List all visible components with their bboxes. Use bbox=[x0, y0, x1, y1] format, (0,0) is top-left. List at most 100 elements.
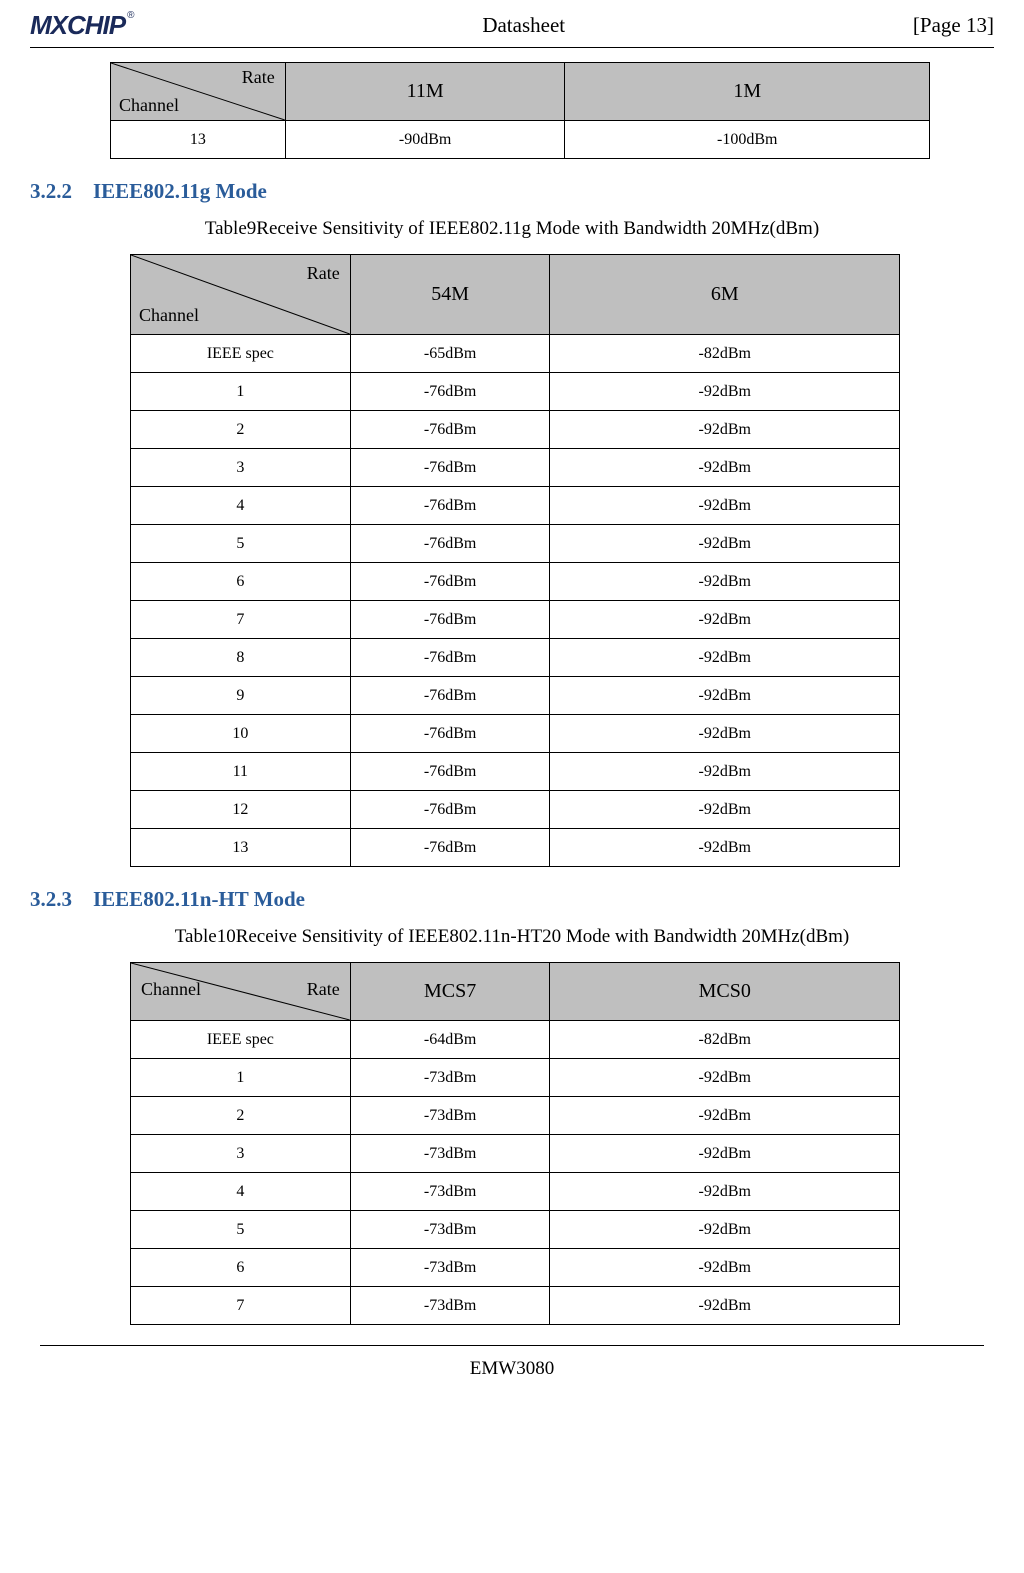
cell-value: -100dBm bbox=[565, 121, 930, 159]
page-header: MXCHIP ® Datasheet [Page 13] bbox=[30, 10, 994, 48]
cell-channel: 13 bbox=[111, 121, 286, 159]
cell-value: -92dBm bbox=[550, 1097, 900, 1135]
cell-value: -92dBm bbox=[550, 1287, 900, 1325]
table-11g-sensitivity: Rate Channel 54M 6M IEEE spec-65dBm-82dB… bbox=[130, 254, 900, 867]
table-row: 2-73dBm-92dBm bbox=[131, 1097, 900, 1135]
table-caption: Table10Receive Sensitivity of IEEE802.11… bbox=[90, 926, 934, 948]
table-diag-header: Channel Rate bbox=[131, 963, 351, 1021]
table-row: 5-76dBm-92dBm bbox=[131, 525, 900, 563]
cell-channel: 10 bbox=[131, 715, 351, 753]
cell-value: -92dBm bbox=[550, 829, 900, 867]
cell-value: -76dBm bbox=[350, 791, 550, 829]
table-row: 13-76dBm-92dBm bbox=[131, 829, 900, 867]
cell-value: -76dBm bbox=[350, 449, 550, 487]
cell-value: -76dBm bbox=[350, 829, 550, 867]
cell-value: -92dBm bbox=[550, 639, 900, 677]
diag-label-rate: Rate bbox=[242, 67, 275, 88]
col-header: 11M bbox=[285, 63, 565, 121]
cell-value: -92dBm bbox=[550, 449, 900, 487]
cell-value: -90dBm bbox=[285, 121, 565, 159]
table-row: 6-73dBm-92dBm bbox=[131, 1249, 900, 1287]
cell-channel: 2 bbox=[131, 411, 351, 449]
table-row: 5-73dBm-92dBm bbox=[131, 1211, 900, 1249]
cell-channel: 7 bbox=[131, 601, 351, 639]
cell-value: -92dBm bbox=[550, 373, 900, 411]
cell-value: -92dBm bbox=[550, 1249, 900, 1287]
table-row: 11-76dBm-92dBm bbox=[131, 753, 900, 791]
table-row: 4-76dBm-92dBm bbox=[131, 487, 900, 525]
table-row: IEEE spec-65dBm-82dBm bbox=[131, 335, 900, 373]
table-11b-sensitivity: Rate Channel 11M 1M 13-90dBm-100dBm bbox=[110, 62, 930, 159]
cell-channel: 3 bbox=[131, 1135, 351, 1173]
cell-value: -73dBm bbox=[350, 1135, 550, 1173]
logo: MXCHIP ® bbox=[30, 10, 135, 41]
cell-value: -92dBm bbox=[550, 1173, 900, 1211]
cell-value: -76dBm bbox=[350, 677, 550, 715]
cell-value: -92dBm bbox=[550, 715, 900, 753]
cell-value: -92dBm bbox=[550, 563, 900, 601]
table-row: 4-73dBm-92dBm bbox=[131, 1173, 900, 1211]
cell-channel: IEEE spec bbox=[131, 335, 351, 373]
table-row: 6-76dBm-92dBm bbox=[131, 563, 900, 601]
section-heading-11g: 3.2.2 IEEE802.11g Mode bbox=[30, 179, 934, 204]
col-header: 6M bbox=[550, 255, 900, 335]
cell-value: -92dBm bbox=[550, 753, 900, 791]
cell-value: -76dBm bbox=[350, 753, 550, 791]
logo-text: MXCHIP bbox=[30, 10, 125, 41]
table-row: 9-76dBm-92dBm bbox=[131, 677, 900, 715]
table-diag-header: Rate Channel bbox=[111, 63, 286, 121]
table-row: 8-76dBm-92dBm bbox=[131, 639, 900, 677]
table-row: 12-76dBm-92dBm bbox=[131, 791, 900, 829]
footer-product: EMW3080 bbox=[30, 1346, 994, 1380]
cell-value: -64dBm bbox=[350, 1021, 550, 1059]
cell-channel: 4 bbox=[131, 487, 351, 525]
table-row: 10-76dBm-92dBm bbox=[131, 715, 900, 753]
diag-label-rate: Rate bbox=[307, 263, 340, 284]
cell-channel: 6 bbox=[131, 1249, 351, 1287]
cell-channel: 8 bbox=[131, 639, 351, 677]
cell-value: -92dBm bbox=[550, 525, 900, 563]
cell-value: -76dBm bbox=[350, 525, 550, 563]
cell-value: -92dBm bbox=[550, 677, 900, 715]
cell-value: -76dBm bbox=[350, 487, 550, 525]
table-row: 1-76dBm-92dBm bbox=[131, 373, 900, 411]
cell-value: -73dBm bbox=[350, 1097, 550, 1135]
table-row: 3-76dBm-92dBm bbox=[131, 449, 900, 487]
table-11n-sensitivity: Channel Rate MCS7 MCS0 IEEE spec-64dBm-8… bbox=[130, 962, 900, 1325]
cell-channel: 13 bbox=[131, 829, 351, 867]
cell-channel: 5 bbox=[131, 1211, 351, 1249]
table-row: 2-76dBm-92dBm bbox=[131, 411, 900, 449]
diag-label-rate: Rate bbox=[307, 979, 340, 1000]
cell-channel: 9 bbox=[131, 677, 351, 715]
table-row: 3-73dBm-92dBm bbox=[131, 1135, 900, 1173]
cell-channel: 5 bbox=[131, 525, 351, 563]
logo-reg-icon: ® bbox=[127, 10, 134, 21]
cell-value: -76dBm bbox=[350, 601, 550, 639]
table-caption: Table9Receive Sensitivity of IEEE802.11g… bbox=[90, 218, 934, 240]
cell-value: -76dBm bbox=[350, 373, 550, 411]
table-row: 13-90dBm-100dBm bbox=[111, 121, 930, 159]
table-row: 7-76dBm-92dBm bbox=[131, 601, 900, 639]
cell-value: -92dBm bbox=[550, 1211, 900, 1249]
table-row: IEEE spec-64dBm-82dBm bbox=[131, 1021, 900, 1059]
cell-value: -76dBm bbox=[350, 411, 550, 449]
col-header: MCS0 bbox=[550, 963, 900, 1021]
cell-value: -73dBm bbox=[350, 1249, 550, 1287]
cell-value: -76dBm bbox=[350, 563, 550, 601]
cell-channel: 11 bbox=[131, 753, 351, 791]
col-header: 1M bbox=[565, 63, 930, 121]
page-number: [Page 13] bbox=[913, 13, 994, 38]
section-title: IEEE802.11g Mode bbox=[93, 179, 267, 203]
cell-value: -92dBm bbox=[550, 791, 900, 829]
cell-value: -92dBm bbox=[550, 1135, 900, 1173]
cell-channel: 3 bbox=[131, 449, 351, 487]
section-number: 3.2.2 bbox=[30, 179, 72, 203]
cell-value: -92dBm bbox=[550, 601, 900, 639]
cell-channel: 1 bbox=[131, 1059, 351, 1097]
cell-value: -82dBm bbox=[550, 1021, 900, 1059]
diag-label-channel: Channel bbox=[141, 979, 201, 1000]
page-content: Rate Channel 11M 1M 13-90dBm-100dBm 3.2.… bbox=[30, 62, 994, 1325]
section-number: 3.2.3 bbox=[30, 887, 72, 911]
cell-value: -92dBm bbox=[550, 487, 900, 525]
diag-label-channel: Channel bbox=[139, 305, 199, 326]
